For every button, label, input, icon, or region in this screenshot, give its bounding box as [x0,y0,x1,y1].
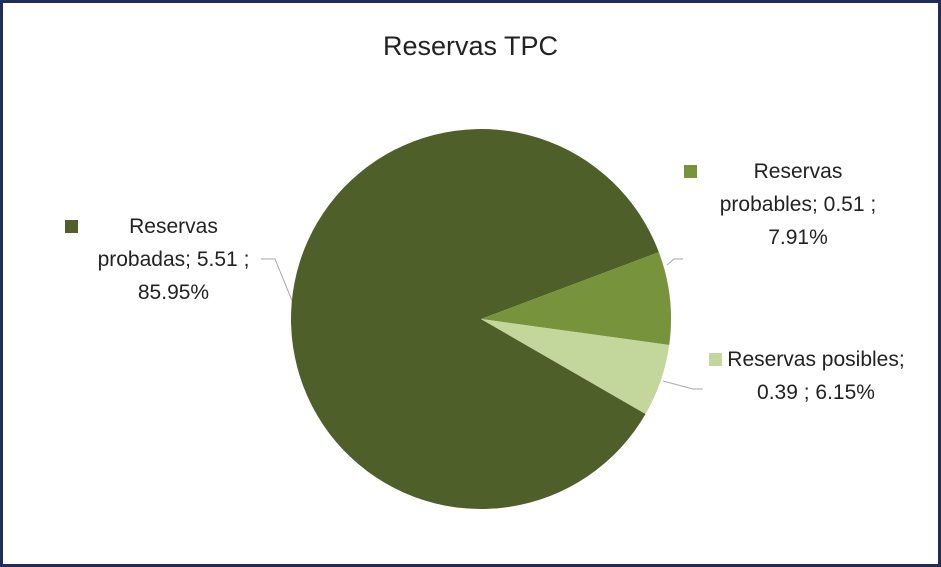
pie-slice [481,319,670,414]
data-label: Reservas probadas; 5.51 ; 85.95% [81,210,266,309]
label-separator: ; [898,348,905,371]
label-value: 0.51 [823,193,865,216]
pie-slice [481,252,671,345]
label-separator: ; [811,193,818,216]
pie-slice [291,129,659,510]
label-value: 0.39 [757,381,798,404]
legend-swatch [684,165,697,178]
data-label: Reservas probables; 0.51 ; 7.91% [703,155,893,254]
label-category: Reservas probables [719,160,843,216]
chart-title: Reservas TPC [382,31,559,61]
label-separator: ; [803,381,810,404]
pie-area [261,129,703,510]
label-separator: ; [870,193,877,216]
label-percentage: 6.15% [815,381,875,404]
label-value: 5.51 [196,248,238,271]
data-label: Reservas posibles; 0.39 ; 6.15% [721,343,911,409]
label-category: Reservas probadas [97,215,218,271]
leader-line [662,380,703,390]
label-separator: ; [243,248,250,271]
legend-swatch [65,220,78,233]
label-category: Reservas posibles [727,348,899,371]
label-separator: ; [185,248,191,271]
label-percentage: 7.91% [768,226,828,249]
label-percentage: 85.95% [137,281,210,304]
leader-line [261,258,294,304]
leader-line [666,258,683,266]
legend-swatch [709,353,722,366]
